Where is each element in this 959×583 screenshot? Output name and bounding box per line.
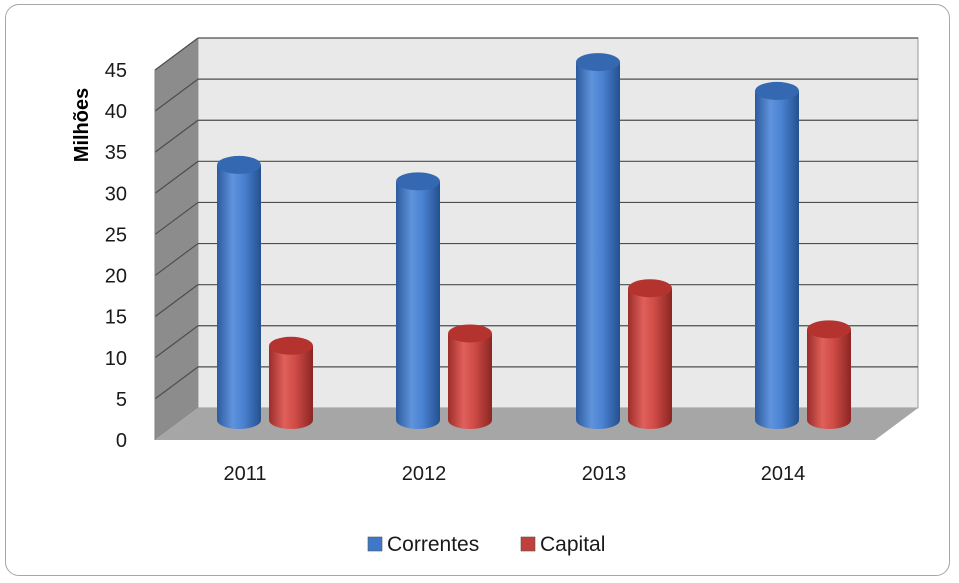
gridline: [154, 78, 199, 112]
y-tick-label: 35: [105, 142, 127, 164]
x-tick-label: 2011: [223, 463, 266, 485]
bar-correntes: [755, 81, 799, 429]
gridline: [154, 366, 199, 400]
x-tick-label: 2012: [402, 463, 447, 485]
y-tick-label: 20: [105, 266, 127, 288]
gridline: [154, 325, 199, 359]
side-wall: [155, 38, 198, 440]
gridline: [154, 201, 199, 235]
gridline: [154, 37, 199, 71]
bar-correntes: [217, 155, 261, 429]
gridline: [154, 160, 199, 194]
bar-capital: [269, 336, 313, 429]
gridline: [154, 119, 199, 153]
floor: [155, 408, 918, 440]
y-tick-label: 30: [105, 183, 127, 205]
bar-correntes: [576, 53, 620, 429]
bar-correntes: [396, 172, 440, 429]
gridline: [154, 243, 199, 277]
legend-swatch: [367, 536, 383, 552]
bar-capital: [628, 279, 672, 429]
y-tick-label: 45: [105, 60, 127, 82]
legend-label: Correntes: [387, 533, 479, 556]
y-tick-label: 15: [105, 307, 127, 329]
y-tick-label: 10: [105, 348, 127, 370]
y-axis-ticks: 0 5 10 15 20 25 30 35 40 45: [105, 60, 127, 452]
x-tick-label: 2013: [582, 463, 627, 485]
y-tick-label: 0: [116, 430, 127, 452]
bar-capital: [807, 320, 851, 429]
y-tick-label: 25: [105, 224, 127, 246]
x-axis-labels: 2011 2012 2013 2014: [223, 463, 805, 485]
bars: [217, 53, 851, 429]
gridline: [154, 284, 199, 318]
bar-capital: [448, 324, 492, 429]
x-tick-label: 2014: [761, 463, 806, 485]
y-tick-label: 5: [116, 389, 127, 411]
legend-label: Capital: [540, 533, 605, 556]
legend: Correntes Capital: [367, 533, 605, 556]
legend-swatch: [520, 536, 536, 552]
y-tick-label: 40: [105, 101, 127, 123]
y-axis-title: Milhões: [71, 88, 93, 162]
